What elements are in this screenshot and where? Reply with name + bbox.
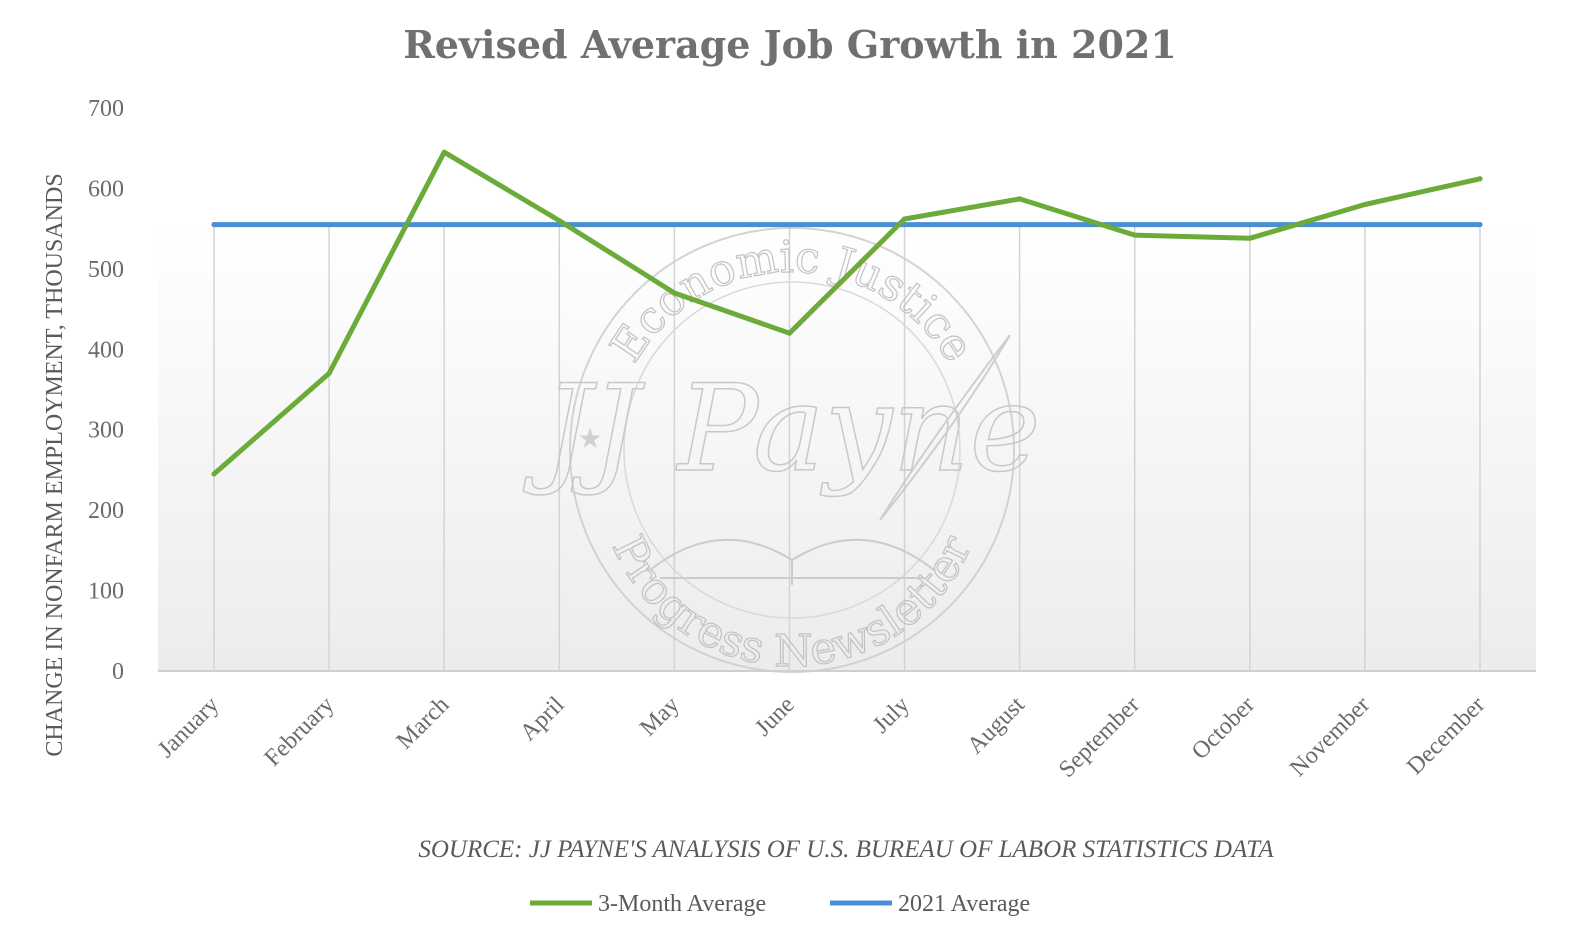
- x-tick-label-july: July: [868, 692, 915, 739]
- x-tick-label-november: November: [1285, 692, 1375, 782]
- y-tick-label-500: 500: [88, 257, 124, 283]
- x-tick-label-may: May: [635, 692, 684, 741]
- x-tick-label-february: February: [260, 692, 340, 772]
- data-point-2021-average-march: [441, 222, 447, 228]
- y-tick-label-600: 600: [88, 176, 124, 202]
- x-tick-label-august: August: [962, 692, 1030, 760]
- data-point-3-month-average-march: [441, 149, 447, 155]
- x-tick-label-march: March: [392, 692, 455, 755]
- data-point-2021-average-november: [1362, 222, 1368, 228]
- plot-area: [158, 224, 1536, 671]
- y-tick-label-400: 400: [88, 337, 124, 363]
- data-point-3-month-average-october: [1247, 235, 1253, 241]
- watermark-book-icon: [649, 538, 935, 585]
- watermark-star-icon: ★: [577, 424, 602, 455]
- x-tick-label-january: January: [153, 692, 224, 763]
- x-tick-label-october: October: [1187, 692, 1260, 765]
- data-point-3-month-average-january: [211, 471, 217, 477]
- y-axis-label: CHANGE IN NONFARM EMPLOYMENT, THOUSANDS: [42, 173, 68, 756]
- data-point-2021-average-september: [1132, 222, 1138, 228]
- grid-lines: [213, 224, 1481, 671]
- data-point-3-month-average-february: [326, 370, 332, 376]
- data-point-3-month-average-june: [786, 330, 792, 336]
- x-tick-label-september: September: [1054, 692, 1145, 783]
- chart-title: Revised Average Job Growth in 2021: [403, 22, 1177, 67]
- data-point-3-month-average-july: [902, 216, 908, 222]
- data-point-2021-average-may: [671, 222, 677, 228]
- data-point-2021-average-february: [326, 222, 332, 228]
- data-point-3-month-average-may: [671, 290, 677, 296]
- series-line-3-month-average: [211, 149, 1483, 477]
- y-tick-label-700: 700: [88, 96, 124, 122]
- x-tick-label-april: April: [515, 692, 569, 746]
- legend-label-3-month-average: 3-Month Average: [598, 891, 766, 917]
- data-point-2021-average-june: [786, 222, 792, 228]
- data-point-2021-average-december: [1477, 222, 1483, 228]
- legend-label-2021-average: 2021 Average: [898, 891, 1030, 917]
- data-point-3-month-average-august: [1017, 196, 1023, 202]
- y-tick-label-100: 100: [88, 579, 124, 605]
- legend: 3-Month Average 2021 Average: [530, 891, 1030, 917]
- data-point-2021-average-january: [211, 222, 217, 228]
- x-tick-label-december: December: [1402, 692, 1490, 780]
- y-tick-label-300: 300: [88, 418, 124, 444]
- source-note: SOURCE: JJ PAYNE'S ANALYSIS OF U.S. BURE…: [418, 836, 1274, 863]
- data-point-3-month-average-september: [1132, 232, 1138, 238]
- data-point-2021-average-october: [1247, 222, 1253, 228]
- watermark-signature: JJ Payne: [522, 360, 1040, 499]
- x-tick-label-june: June: [750, 692, 799, 741]
- data-point-3-month-average-april: [556, 218, 562, 224]
- y-tick-label-200: 200: [88, 498, 124, 524]
- data-point-3-month-average-december: [1477, 176, 1483, 182]
- data-point-3-month-average-november: [1362, 202, 1368, 208]
- data-point-2021-average-august: [1017, 222, 1023, 228]
- y-tick-label-0: 0: [112, 659, 124, 685]
- series-lines: [211, 149, 1483, 477]
- watermark-quill-icon: [879, 334, 1011, 521]
